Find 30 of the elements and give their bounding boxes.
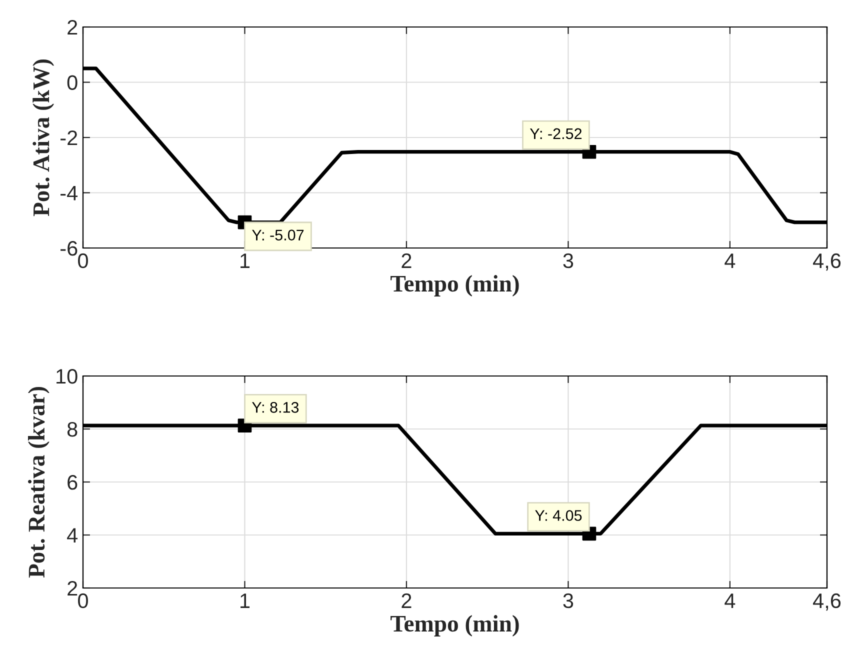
y-tick-label: -4 (60, 186, 78, 200)
data-label: Y: 4.05 (535, 510, 582, 521)
y-tick-label: 2 (68, 581, 78, 596)
x-tick-label: 0 (78, 593, 88, 608)
y-tick-label: 8 (67, 422, 78, 437)
x-tick-label: 2 (402, 593, 412, 608)
y-tick-label: -6 (60, 241, 78, 256)
x-tick-label: 1 (240, 594, 250, 608)
x-tick-label: 2 (402, 253, 412, 268)
data-label: Y: -5.07 (252, 230, 304, 240)
x-tick-label: 3 (563, 253, 574, 268)
y-tick-label: 10 (56, 369, 78, 384)
x-tick-label: 4,6 (813, 253, 841, 271)
x-axis-title: Tempo (min) (390, 615, 519, 636)
x-axis-title: Tempo (min) (390, 275, 519, 296)
x-tick-label: 4 (724, 594, 736, 608)
x-tick-label: 1 (240, 254, 250, 268)
y-tick-label: -2 (60, 130, 78, 146)
x-tick-label: 4,6 (813, 593, 841, 611)
x-tick-label: 4 (724, 254, 736, 268)
y-axis-title: Pot. Ativa (kW) (32, 60, 54, 216)
y-tick-label: 4 (67, 528, 78, 543)
y-axis-title: Pot. Reativa (kvar) (28, 386, 50, 578)
data-label: Y: -2.52 (530, 128, 582, 140)
x-tick-label: 3 (563, 593, 574, 608)
y-tick-label: 6 (68, 475, 78, 490)
y-tick-label: 2 (68, 20, 78, 35)
data-label: Y: 8.13 (252, 402, 299, 413)
x-tick-label: 0 (78, 253, 88, 268)
y-tick-label: 0 (67, 75, 78, 90)
